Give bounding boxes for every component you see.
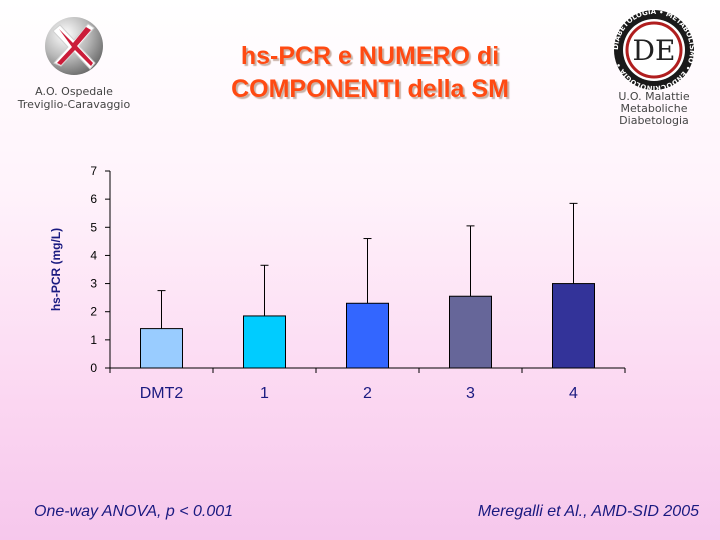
hospital-name-line2: Treviglio-Caravaggio [17,98,131,111]
slide-title: hs-PCR e NUMERO di COMPONENTI della SM [180,40,560,106]
x-category-label: 3 [466,385,475,402]
x-category-label: DMT2 [140,385,184,402]
bar [243,315,286,369]
bar [449,295,492,369]
y-tick-label: 1 [90,333,97,347]
bar [552,283,595,369]
x-category-label: 2 [363,385,372,402]
y-tick-label: 3 [90,277,97,291]
x-category-label: 1 [260,385,269,402]
bar-chart: 0 1 2 3 4 5 6 7 hs-PCR (mg/L) DMT2 1 2 3 4 [49,164,626,402]
y-tick-label: 0 [90,361,97,375]
unit-name-line3: Diabetologia [619,114,689,127]
x-category-label: 4 [569,385,578,402]
y-tick-label: 6 [90,192,97,206]
y-tick-label: 4 [90,248,97,262]
diabetology-seal-icon: DIABETOLOGIA • METABOLISMO • ENDOCRINOLO… [612,8,696,92]
slide-title-line2: COMPONENTI della SM [231,75,509,103]
y-tick-label: 2 [90,305,97,319]
hospital-cross-icon [45,17,103,75]
unit-name-line1: U.O. Malattie [618,90,690,103]
diabetology-logo: DIABETOLOGIA • METABOLISMO • ENDOCRINOLO… [596,8,712,128]
hospital-name-line1: A.O. Ospedale [35,85,113,98]
footnote-citation: Meregalli et Al., AMD-SID 2005 [477,503,699,520]
unit-name-line2: Metaboliche [620,102,688,115]
hospital-logo: A.O. Ospedale Treviglio-Caravaggio [8,12,140,112]
y-tick-label: 7 [90,164,97,178]
y-axis-label: hs-PCR (mg/L) [49,228,63,311]
footnote-statistics: One-way ANOVA, p < 0.001 [34,503,234,520]
slide-title-line1: hs-PCR e NUMERO di [240,42,500,70]
bar [140,328,183,369]
bar [346,302,389,369]
y-tick-label: 5 [90,220,97,234]
seal-monogram: DE [633,34,676,67]
